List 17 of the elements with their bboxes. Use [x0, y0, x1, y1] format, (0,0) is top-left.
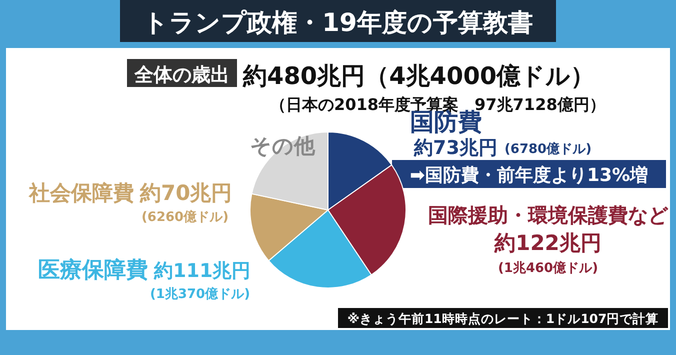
chart-subtitle: 全体の歳出	[134, 64, 230, 86]
text: ➡国防費・前年度より13%増	[410, 164, 648, 186]
data-label: 約111兆円	[153, 260, 251, 282]
text: (1兆460億ドル)	[498, 260, 598, 276]
data-label: 約70兆円	[139, 181, 232, 205]
text: (6780億ドル)	[504, 141, 592, 157]
slice-label: その他	[250, 134, 316, 158]
slice-label: 社会保障費	[28, 181, 134, 205]
slice-label: 医療保障費	[38, 257, 148, 283]
text: (1兆370億ドル)	[150, 286, 250, 302]
chart-title: トランプ政権・19年度の予算教書	[143, 8, 533, 37]
text: 約480兆円（4兆4000億ドル）	[242, 62, 595, 90]
text: (6260億ドル)	[141, 209, 229, 225]
text: ※きょう午前11時時点のレート：1ドル107円で計算	[347, 311, 659, 326]
data-label: 約73兆円	[413, 137, 498, 159]
data-label: 約122兆円	[494, 231, 602, 255]
slice-label: 国際援助・環境保護費など	[428, 203, 669, 227]
